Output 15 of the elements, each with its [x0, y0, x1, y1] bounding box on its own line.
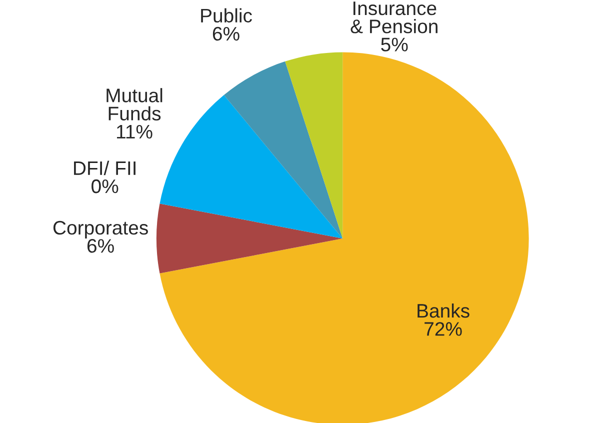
slice-label: Banks	[418, 303, 470, 318]
slice-label: Public	[201, 8, 252, 23]
data-label: 6%	[87, 239, 114, 253]
slice-label: Mutual Funds	[106, 88, 162, 120]
data-label: 11%	[117, 124, 152, 139]
text: 0%	[92, 179, 118, 194]
category-label: DFI/ FII	[74, 160, 136, 176]
data-label: 6%	[212, 26, 240, 41]
slice-label: Corporates	[53, 220, 148, 238]
data-label: 72%	[424, 322, 462, 336]
data-label: 5%	[381, 38, 408, 52]
pie-slice	[224, 61, 343, 238]
pie-slice	[285, 52, 343, 238]
pie-slice	[156, 204, 343, 274]
slice-label: Insurance & Pension	[350, 2, 438, 34]
